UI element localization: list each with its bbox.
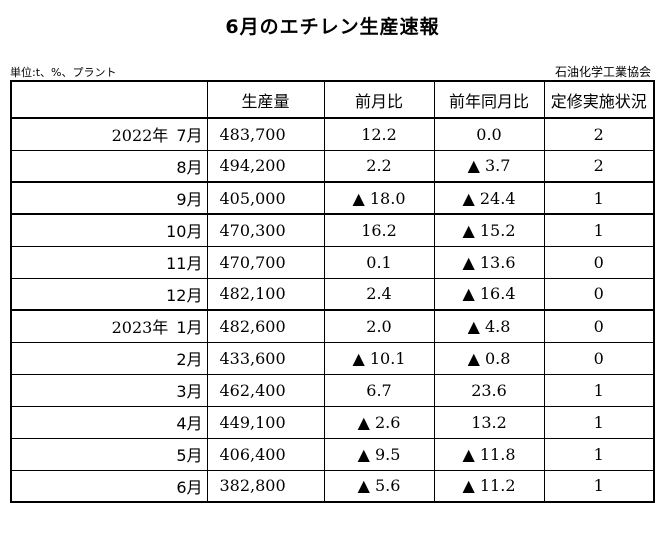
table-row: 4月 449,100 ▲ 2.6 13.2 1: [10, 405, 655, 439]
production-cell: 405,000: [206, 181, 325, 215]
period-cell: 2022年 7月: [10, 117, 208, 151]
yoy-cell: ▲ 11.8: [433, 437, 545, 471]
maintenance-cell: 2: [543, 117, 655, 151]
table-row: 11月 470,700 0.1 ▲ 13.6 0: [10, 245, 655, 279]
month-label: 1月: [176, 318, 203, 338]
year-label: 2022年: [111, 126, 169, 146]
header-year-on-year: 前年同月比: [433, 80, 545, 119]
mom-cell: 0.1: [323, 245, 435, 279]
period-cell: 8月: [10, 149, 208, 183]
production-cell: 482,100: [206, 277, 325, 311]
table-row: 3月 462,400 6.7 23.6 1: [10, 373, 655, 407]
header-period-blank: [10, 80, 208, 119]
mom-cell: 2.4: [323, 277, 435, 311]
mom-cell: 2.2: [323, 149, 435, 183]
yoy-cell: ▲ 0.8: [433, 341, 545, 375]
mom-cell: ▲ 18.0: [323, 181, 435, 215]
month-label: 8月: [176, 157, 203, 177]
table-row: 2023年 1月 482,600 2.0 ▲ 4.8 0: [10, 309, 655, 343]
table-row: 5月 406,400 ▲ 9.5 ▲ 11.8 1: [10, 437, 655, 471]
maintenance-cell: 0: [543, 277, 655, 311]
yoy-cell: ▲ 3.7: [433, 149, 545, 183]
yoy-cell: ▲ 15.2: [433, 213, 545, 247]
period-cell: 9月: [10, 181, 208, 215]
period-cell: 3月: [10, 373, 208, 407]
production-cell: 483,700: [206, 117, 325, 151]
mom-cell: 2.0: [323, 309, 435, 343]
period-cell: 5月: [10, 437, 208, 471]
mom-cell: ▲ 2.6: [323, 405, 435, 439]
maintenance-cell: 1: [543, 181, 655, 215]
yoy-cell: ▲ 13.6: [433, 245, 545, 279]
maintenance-cell: 1: [543, 469, 655, 503]
maintenance-cell: 0: [543, 341, 655, 375]
source-label: 石油化学工業協会: [554, 65, 651, 79]
table-row: 12月 482,100 2.4 ▲ 16.4 0: [10, 277, 655, 311]
yoy-cell: ▲ 24.4: [433, 181, 545, 215]
month-label: 3月: [176, 382, 203, 401]
month-label: 10月: [166, 222, 203, 242]
mom-cell: 16.2: [323, 213, 435, 247]
table-header-row: 生産量 前月比 前年同月比 定修実施状況: [10, 80, 655, 119]
mom-cell: 6.7: [323, 373, 435, 407]
production-cell: 382,800: [206, 469, 325, 503]
unit-note: 単位:t、%、プラント: [10, 66, 117, 79]
table-row: 6月 382,800 ▲ 5.6 ▲ 11.2 1: [10, 469, 655, 503]
yoy-cell: ▲ 11.2: [433, 469, 545, 503]
period-cell: 4月: [10, 405, 208, 439]
production-cell: 482,600: [206, 309, 325, 343]
yoy-cell: ▲ 16.4: [433, 277, 545, 311]
month-label: 6月: [176, 477, 203, 497]
ethylene-production-table: 生産量 前月比 前年同月比 定修実施状況 2022年 7月 483,700 12.2 0…: [10, 80, 655, 503]
yoy-cell: 0.0: [433, 117, 545, 151]
yoy-cell: 23.6: [433, 373, 545, 407]
mom-cell: ▲ 9.5: [323, 437, 435, 471]
maintenance-cell: 1: [543, 437, 655, 471]
year-label: 2023年: [111, 318, 169, 338]
maintenance-cell: 0: [543, 309, 655, 343]
yoy-cell: ▲ 4.8: [433, 309, 545, 343]
period-cell: 2月: [10, 341, 208, 375]
month-label: 9月: [176, 190, 203, 209]
period-cell: 11月: [10, 245, 208, 279]
production-cell: 494,200: [206, 149, 325, 183]
production-cell: 433,600: [206, 341, 325, 375]
production-cell: 406,400: [206, 437, 325, 471]
maintenance-cell: 1: [543, 373, 655, 407]
maintenance-cell: 1: [543, 213, 655, 247]
table-row: 2月 433,600 ▲ 10.1 ▲ 0.8 0: [10, 341, 655, 375]
header-month-on-month: 前月比: [323, 80, 435, 119]
table-row: 9月 405,000 ▲ 18.0 ▲ 24.4 1: [10, 181, 655, 215]
mom-cell: ▲ 10.1: [323, 341, 435, 375]
maintenance-cell: 2: [543, 149, 655, 183]
mom-cell: 12.2: [323, 117, 435, 151]
period-cell: 10月: [10, 213, 208, 247]
production-cell: 462,400: [206, 373, 325, 407]
production-cell: 449,100: [206, 405, 325, 439]
maintenance-cell: 1: [543, 405, 655, 439]
month-label: 11月: [166, 254, 203, 273]
yoy-cell: 13.2: [433, 405, 545, 439]
period-cell: 2023年 1月: [10, 309, 208, 343]
mom-cell: ▲ 5.6: [323, 469, 435, 503]
page-title: 6月のエチレン生産速報: [225, 16, 440, 38]
table-row: 2022年 7月 483,700 12.2 0.0 2: [10, 117, 655, 151]
month-label: 4月: [176, 414, 203, 433]
month-label: 12月: [166, 285, 203, 305]
month-label: 5月: [176, 446, 203, 465]
table-row: 8月 494,200 2.2 ▲ 3.7 2: [10, 149, 655, 183]
production-cell: 470,300: [206, 213, 325, 247]
month-label: 7月: [176, 126, 203, 146]
table-row: 10月 470,300 16.2 ▲ 15.2 1: [10, 213, 655, 247]
header-maintenance: 定修実施状況: [543, 80, 655, 119]
maintenance-cell: 0: [543, 245, 655, 279]
header-production: 生産量: [206, 80, 325, 119]
period-cell: 12月: [10, 277, 208, 311]
production-cell: 470,700: [206, 245, 325, 279]
month-label: 2月: [176, 350, 203, 369]
period-cell: 6月: [10, 469, 208, 503]
